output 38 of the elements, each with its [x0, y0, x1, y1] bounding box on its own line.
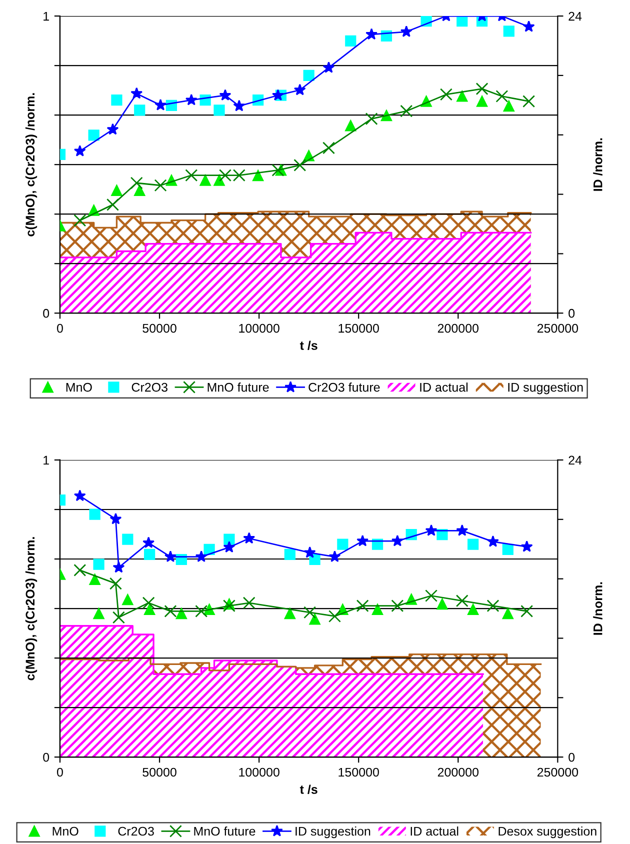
legend-label: Cr2O3 future: [308, 382, 380, 392]
y2-tick-label: 0: [568, 752, 575, 762]
legend-label: Cr2O3: [132, 382, 168, 392]
x-tick-label: 200000: [438, 324, 479, 333]
x-tick-label: 0: [56, 768, 63, 777]
x-tick-label: 50000: [142, 768, 176, 777]
x-tick-label: 150000: [338, 324, 379, 333]
y2-tick-label: 24: [568, 12, 582, 21]
legend-label: ID suggestion: [508, 382, 583, 394]
y2-axis-title: ID /norm.: [593, 582, 602, 635]
x-axis-title: t /s: [300, 340, 318, 350]
x-tick-label: 100000: [239, 324, 280, 333]
x-tick-label: 50000: [142, 324, 176, 333]
x-tick-label: 250000: [537, 768, 578, 777]
x-tick-label: 250000: [537, 324, 578, 333]
y-axis-title: c(MnO), c(Cr2O3) /norm.: [25, 93, 38, 236]
y-tick-label: 1: [44, 12, 49, 21]
legend-label: MnO: [52, 826, 78, 836]
y2-axis-title: ID /norm.: [593, 138, 602, 191]
y-tick-label: 1: [44, 456, 49, 465]
y2-tick-label: 24: [568, 456, 582, 465]
x-axis-title: t /s: [300, 784, 318, 794]
y-tick-label: 0: [43, 308, 50, 318]
legend-label: ID suggestion: [296, 826, 370, 838]
legend-label: ID actual: [420, 382, 468, 392]
y-tick-label: 0: [43, 752, 50, 762]
legend-label: MnO future: [208, 382, 269, 392]
y-axis-title: c(MnO), c(Cr2O3) /norm.: [25, 537, 38, 680]
y2-tick-label: 0: [568, 308, 575, 318]
x-tick-label: 100000: [239, 768, 280, 777]
legend-label: ID actual: [410, 826, 458, 836]
x-tick-label: 200000: [438, 768, 479, 777]
legend-label: Cr2O3: [118, 826, 154, 836]
legend-label: Desox suggestion: [498, 826, 596, 838]
legend-label: MnO: [66, 382, 92, 392]
legend-label: MnO future: [194, 826, 256, 836]
x-tick-label: 0: [56, 324, 63, 333]
x-tick-label: 150000: [338, 768, 379, 777]
